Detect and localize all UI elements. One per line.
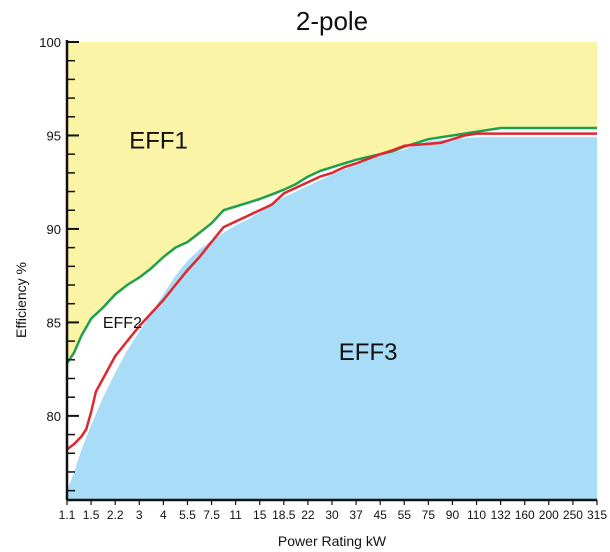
eff2-boundary-line [66, 132, 597, 451]
x-tick-label: 30 [325, 508, 339, 522]
x-tick-label: 4 [160, 508, 167, 522]
region-label-eff3: EFF3 [339, 339, 398, 366]
x-tick-label: 3 [136, 508, 143, 522]
x-tick-label: 1.5 [83, 508, 100, 522]
x-tick-label: 250 [563, 508, 583, 522]
x-tick-label: 90 [446, 508, 460, 522]
x-tick-label: 45 [374, 508, 388, 522]
x-tick-label: 110 [467, 508, 486, 522]
x-tick-label: 200 [539, 508, 559, 522]
x-tick-label: 7.5 [203, 508, 220, 522]
x-tick-label: 75 [422, 508, 436, 522]
x-tick-label: 22 [301, 508, 315, 522]
x-tick-label: 37 [349, 508, 363, 522]
x-tick-label: 18.5 [272, 508, 296, 522]
x-tick-label: 15 [253, 508, 267, 522]
region-label-eff1: EFF1 [129, 128, 188, 155]
x-tick-label: 160 [515, 508, 535, 522]
y-tick-label: 85 [47, 315, 61, 330]
x-tick-label: 11 [229, 508, 242, 522]
y-tick-label: 100 [39, 35, 61, 50]
y-axis-label: Efficiency % [13, 262, 29, 338]
x-tick-label: 1.1 [59, 508, 76, 522]
x-axis-label: Power Rating kW [278, 533, 387, 549]
x-tick-label: 5.5 [179, 508, 196, 522]
y-tick-label: 90 [47, 222, 61, 237]
y-tick-label: 80 [47, 409, 61, 424]
chart-title: 2-pole [296, 6, 368, 36]
x-tick-label: 55 [398, 508, 412, 522]
region-label-eff2: EFF2 [103, 315, 142, 332]
x-tick-label: 2.2 [107, 508, 124, 522]
x-tick-label: 132 [491, 508, 511, 522]
x-tick-label: 315 [587, 508, 607, 522]
y-tick-label: 95 [47, 128, 61, 143]
eff1-boundary-line [65, 126, 597, 365]
eff3-region [67, 137, 597, 501]
